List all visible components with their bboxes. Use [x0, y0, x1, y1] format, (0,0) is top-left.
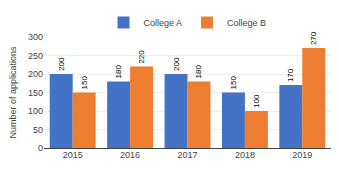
svg-text:270: 270: [309, 31, 318, 45]
svg-text:200: 200: [172, 57, 181, 71]
svg-text:2017: 2017: [177, 150, 197, 160]
svg-text:250: 250: [28, 51, 43, 61]
svg-text:2019: 2019: [292, 150, 312, 160]
svg-text:170: 170: [286, 68, 295, 82]
svg-text:50: 50: [33, 125, 43, 135]
svg-text:100: 100: [252, 94, 261, 108]
svg-text:300: 300: [28, 32, 43, 42]
svg-text:150: 150: [28, 88, 43, 98]
svg-text:2018: 2018: [235, 150, 255, 160]
svg-text:2016: 2016: [120, 150, 140, 160]
svg-text:200: 200: [57, 57, 66, 71]
svg-text:College A: College A: [144, 18, 183, 28]
svg-text:2015: 2015: [63, 150, 83, 160]
svg-text:180: 180: [194, 65, 203, 79]
svg-text:150: 150: [80, 76, 89, 90]
svg-text:100: 100: [28, 106, 43, 116]
svg-text:College B: College B: [227, 18, 266, 28]
svg-text:Number of applications: Number of applications: [8, 46, 18, 139]
svg-text:180: 180: [114, 65, 123, 79]
svg-text:200: 200: [28, 69, 43, 79]
svg-text:220: 220: [137, 50, 146, 64]
svg-text:150: 150: [229, 76, 238, 90]
svg-text:0: 0: [38, 143, 43, 153]
